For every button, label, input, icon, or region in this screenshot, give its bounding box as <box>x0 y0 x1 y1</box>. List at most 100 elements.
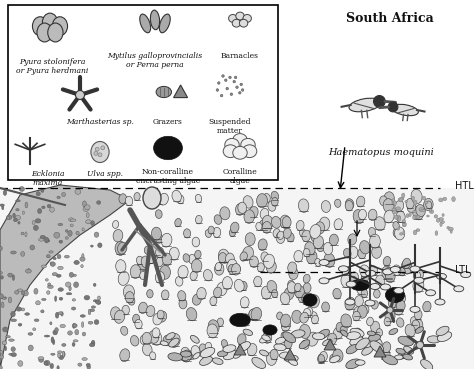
Ellipse shape <box>365 270 375 276</box>
Ellipse shape <box>249 309 257 320</box>
Ellipse shape <box>200 356 212 365</box>
Ellipse shape <box>112 221 118 228</box>
Ellipse shape <box>276 232 285 244</box>
Ellipse shape <box>56 274 61 277</box>
Ellipse shape <box>380 196 387 206</box>
Ellipse shape <box>6 335 10 338</box>
Ellipse shape <box>217 318 224 327</box>
Ellipse shape <box>73 323 75 328</box>
Ellipse shape <box>370 234 380 248</box>
Ellipse shape <box>319 278 329 284</box>
Ellipse shape <box>282 320 291 331</box>
Ellipse shape <box>277 312 283 320</box>
Ellipse shape <box>413 268 423 281</box>
Ellipse shape <box>186 308 197 321</box>
Ellipse shape <box>16 208 19 211</box>
Ellipse shape <box>416 229 420 231</box>
Ellipse shape <box>25 202 28 208</box>
Ellipse shape <box>192 294 201 305</box>
Ellipse shape <box>82 201 86 207</box>
Ellipse shape <box>238 202 246 213</box>
Text: Ulva spp.: Ulva spp. <box>87 170 123 178</box>
Ellipse shape <box>51 353 55 355</box>
Ellipse shape <box>95 147 99 151</box>
Ellipse shape <box>2 297 6 299</box>
Ellipse shape <box>35 219 41 223</box>
Ellipse shape <box>110 307 121 320</box>
Ellipse shape <box>361 289 368 297</box>
Ellipse shape <box>362 346 373 355</box>
Ellipse shape <box>400 350 410 357</box>
Ellipse shape <box>257 263 264 272</box>
Ellipse shape <box>341 330 348 336</box>
Ellipse shape <box>225 79 227 82</box>
Ellipse shape <box>228 14 237 22</box>
Ellipse shape <box>241 89 244 91</box>
Ellipse shape <box>152 227 162 240</box>
Ellipse shape <box>137 256 143 265</box>
Ellipse shape <box>0 246 2 251</box>
Ellipse shape <box>60 324 65 328</box>
Ellipse shape <box>382 266 393 280</box>
Ellipse shape <box>400 198 404 200</box>
Ellipse shape <box>156 86 172 97</box>
Ellipse shape <box>18 323 22 326</box>
Ellipse shape <box>233 134 247 146</box>
Ellipse shape <box>50 363 54 369</box>
Ellipse shape <box>429 208 432 212</box>
Ellipse shape <box>236 203 245 215</box>
Ellipse shape <box>435 231 438 235</box>
Ellipse shape <box>329 234 338 246</box>
Ellipse shape <box>42 13 58 32</box>
Ellipse shape <box>372 245 382 258</box>
Ellipse shape <box>121 326 128 335</box>
Ellipse shape <box>97 301 100 304</box>
Ellipse shape <box>55 312 59 318</box>
Ellipse shape <box>140 271 146 280</box>
Ellipse shape <box>155 195 163 205</box>
Ellipse shape <box>193 353 200 359</box>
Ellipse shape <box>310 312 317 320</box>
Ellipse shape <box>141 256 150 268</box>
Ellipse shape <box>47 204 51 208</box>
Ellipse shape <box>58 288 64 292</box>
Ellipse shape <box>215 263 224 275</box>
Ellipse shape <box>143 187 161 209</box>
Ellipse shape <box>0 272 2 274</box>
Ellipse shape <box>260 336 269 343</box>
Ellipse shape <box>183 254 190 262</box>
Ellipse shape <box>191 345 200 357</box>
Ellipse shape <box>68 230 72 236</box>
Ellipse shape <box>343 276 352 286</box>
Ellipse shape <box>291 330 305 338</box>
Ellipse shape <box>65 282 71 287</box>
Ellipse shape <box>361 241 367 249</box>
Ellipse shape <box>370 283 380 290</box>
Ellipse shape <box>319 217 330 231</box>
Ellipse shape <box>118 242 127 254</box>
Ellipse shape <box>65 230 68 232</box>
Ellipse shape <box>307 332 318 346</box>
Ellipse shape <box>48 23 63 42</box>
Ellipse shape <box>393 228 400 238</box>
Ellipse shape <box>96 300 100 304</box>
Ellipse shape <box>264 254 274 268</box>
Ellipse shape <box>63 351 64 357</box>
Ellipse shape <box>82 332 86 336</box>
Ellipse shape <box>283 228 291 238</box>
Ellipse shape <box>383 256 391 266</box>
Ellipse shape <box>374 96 385 107</box>
Ellipse shape <box>294 283 301 292</box>
Ellipse shape <box>32 221 35 224</box>
Ellipse shape <box>234 352 241 358</box>
Ellipse shape <box>75 261 78 263</box>
Ellipse shape <box>223 350 237 360</box>
Ellipse shape <box>368 209 377 220</box>
Ellipse shape <box>251 307 262 321</box>
Ellipse shape <box>424 201 428 204</box>
Ellipse shape <box>66 293 72 295</box>
Ellipse shape <box>75 189 81 194</box>
Ellipse shape <box>301 340 309 349</box>
Ellipse shape <box>26 269 31 273</box>
Ellipse shape <box>18 289 23 291</box>
